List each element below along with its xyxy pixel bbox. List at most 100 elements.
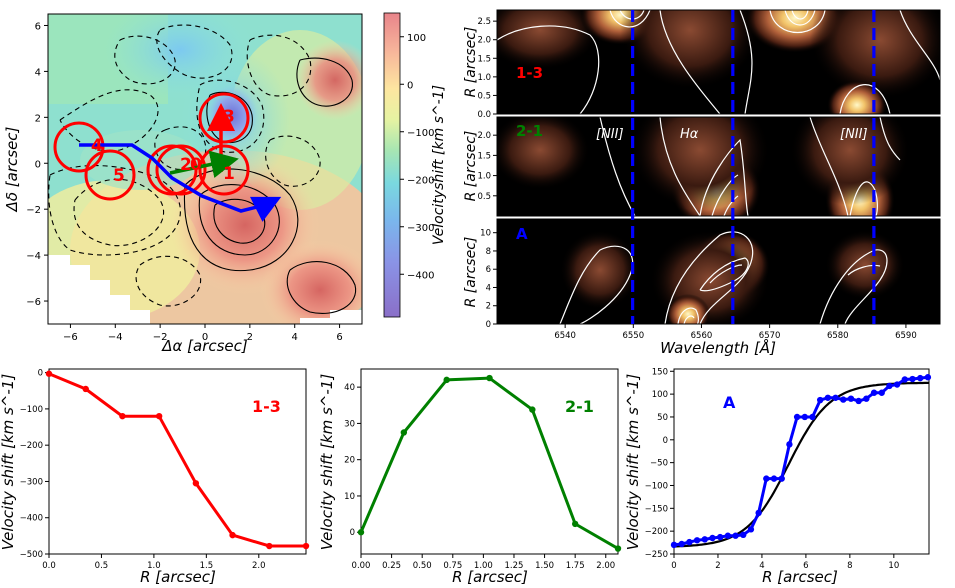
rotation-xlabel-2-1: R [arcsec] [452,568,528,586]
data-point [801,413,808,421]
spectrum-ylabel-A: R [arcsec] [463,237,479,308]
rotation-xtick-label: 1.5 [200,561,214,571]
rotation-xtick-label: 0.25 [382,561,401,571]
rotation-ytick-label: −500 [20,550,43,560]
rotation-xtick-label: 0.0 [42,561,56,571]
colorbar-tick-label: −200 [407,175,434,186]
data-point [82,385,89,393]
rotation-xlabel-1-3: R [arcsec] [140,568,216,586]
rotation-xtick-label: 6 [803,561,808,571]
map-ylabel: Δδ [arcsec] [3,126,21,212]
spectrum-ytick-label: 0 [486,320,491,330]
spectrum-label-1-3: 1-3 [516,64,543,82]
spectrum-ylabel-2-1: R [arcsec] [463,131,479,202]
path-A [79,143,282,222]
rotation-ytick-label: 0 [663,436,668,446]
velocity-map-image: 4 5 2 0 1 3 [48,14,362,324]
colorbar-tick-label: −400 [407,270,434,281]
data-point [724,532,732,539]
data-point [824,394,832,401]
rotation-ylabel-2-1: Velocity shift [km s^-1] [318,374,336,551]
rotation-xtick-label: 10 [888,561,899,571]
rotation-xtick-label: 2.00 [596,561,615,571]
data-point [486,374,493,382]
spectrum-xtick-label: 6570 [759,331,781,341]
rotation-ytick-label: −100 [20,405,43,415]
data-point [266,542,273,550]
spectrum-xtick-label: 6550 [622,331,644,341]
series-line [673,375,929,547]
data-point [778,475,785,482]
spectrum-xtick-label: 6580 [827,331,849,341]
rotation-ytick-label: −400 [20,514,43,524]
spectrum-ytick-label: 0.5 [477,192,491,202]
data-point [924,374,932,381]
aperture-0 [155,144,207,196]
rotation-ytick-label: −150 [645,504,668,514]
rotation-ytick-label: 100 [652,390,668,400]
spectrum-axes: 6540 6550 6560 6570 6580 6590 0.0 0.5 1.0 1.5 2.0 2… [477,17,916,341]
rotation-ytick-label: 0 [38,369,43,379]
data-point [870,389,878,396]
data-point [901,376,909,383]
colorbar: 100 0 −100 −200 −300 −400 Velocityshift [km s… [383,12,447,318]
map-ytick-label: −4 [26,251,41,262]
rotation-xtick-label: 0.00 [352,561,371,571]
line-label-nii-1: [NII] [596,127,624,142]
data-point [443,376,450,384]
rotation-label-1-3: 1-3 [252,397,281,416]
rotation-label-A: A [723,393,736,412]
line-label-nii-2: [NII] [840,127,868,142]
rotation-xtick-label: 4 [759,561,764,571]
data-point [693,537,701,544]
map-ytick-label: −2 [26,205,41,216]
reference-lines [631,10,876,324]
data-point [840,396,847,403]
data-point [357,529,365,536]
rotation-xtick-label: 1.25 [505,561,524,571]
spectrum-xtick-label: 6560 [691,331,713,341]
spectrum-ytick-label: 2.0 [477,131,491,141]
rotation-ytick-label: 20 [344,456,355,466]
spectrum-panel-1-3: 1-3 [496,9,941,115]
rotation-ytick-label: −200 [20,441,43,451]
data-point [832,394,839,401]
rotation-xtick-label: 0.75 [443,561,462,571]
data-point [893,381,901,388]
colorbar-tick-label: 0 [407,80,413,91]
data-point [701,536,708,543]
rotation-ytick-label: 0 [350,528,355,538]
data-point [770,475,778,482]
data-point [917,374,924,382]
spectrum-panel-2-1: 2-1 [NII] Hα [NII] [496,116,941,217]
map-ytick-label: 4 [35,67,41,78]
data-point [614,545,622,552]
spectrum-ytick-label: 1.5 [477,151,491,161]
data-point [847,395,855,402]
data-point [529,406,536,413]
spectrum-ytick-label: 2.0 [477,36,491,46]
data-point [229,531,236,539]
aperture-label-3: 3 [223,107,235,127]
rotation-xtick-label: 1.75 [566,561,585,571]
data-point [855,397,862,405]
spectrum-ytick-label: 2 [486,302,491,312]
rotation-xtick-label: 1.00 [474,561,493,571]
data-point [670,541,678,549]
data-point [686,538,693,546]
spectrum-label-2-1: 2-1 [516,122,543,140]
aperture-2 [146,144,198,196]
fit-curve [673,381,929,548]
map-xtick-label: 6 [336,332,342,343]
rotation-ytick-label: 40 [344,383,355,393]
map-ytick-label: 2 [35,113,41,124]
rotation-xtick-label: 8 [847,561,852,571]
data-point [763,475,770,482]
aperture-label-5: 5 [113,166,125,186]
map-xlabel: Δα [arcsec] [161,337,248,355]
rotation-ytick-label: −300 [20,477,43,487]
rotation-ytick-label: 10 [344,492,355,502]
aperture-1 [198,144,250,196]
